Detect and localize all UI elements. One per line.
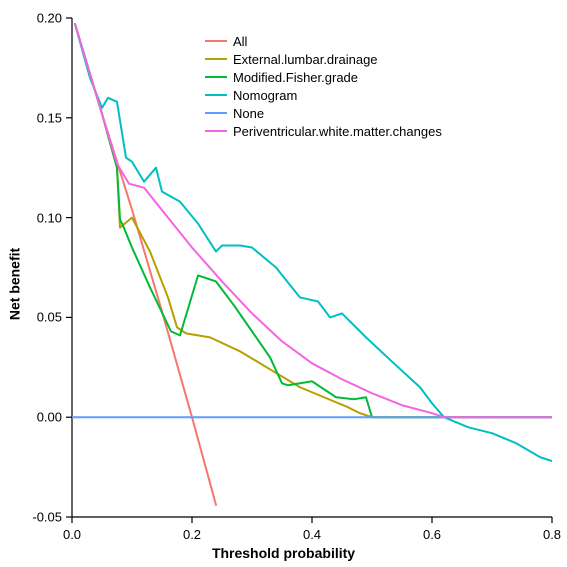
legend-item: None — [205, 104, 442, 122]
legend-label: Periventricular.white.matter.changes — [233, 124, 442, 139]
legend-label: None — [233, 106, 264, 121]
legend: All External.lumbar.drainage Modified.Fish… — [205, 32, 442, 140]
legend-item: Nomogram — [205, 86, 442, 104]
x-tick-label: 0.4 — [303, 527, 321, 542]
legend-label: Nomogram — [233, 88, 297, 103]
legend-item: All — [205, 32, 442, 50]
legend-swatch — [205, 58, 227, 60]
y-tick-label: 0.05 — [37, 310, 62, 325]
x-tick-label: 0.8 — [543, 527, 561, 542]
legend-item: Modified.Fisher.grade — [205, 68, 442, 86]
x-tick-label: 0.2 — [183, 527, 201, 542]
x-tick-label: 0.6 — [423, 527, 441, 542]
y-tick-label: -0.05 — [32, 510, 62, 525]
y-axis-label: Net benefit — [7, 247, 23, 319]
legend-swatch — [205, 94, 227, 96]
y-tick-label: 0.10 — [37, 210, 62, 225]
legend-label: External.lumbar.drainage — [233, 52, 378, 67]
legend-item: External.lumbar.drainage — [205, 50, 442, 68]
x-axis-label: Threshold probability — [212, 545, 355, 561]
legend-swatch — [205, 130, 227, 132]
decision-curve-chart: Net benefit Threshold probability 0.0 0.2… — [0, 0, 567, 567]
y-tick-label: 0.20 — [37, 11, 62, 26]
legend-swatch — [205, 76, 227, 78]
y-tick-label: 0.00 — [37, 410, 62, 425]
x-tick-label: 0.0 — [63, 527, 81, 542]
legend-label: All — [233, 34, 247, 49]
legend-swatch — [205, 112, 227, 114]
legend-label: Modified.Fisher.grade — [233, 70, 358, 85]
legend-swatch — [205, 40, 227, 42]
legend-item: Periventricular.white.matter.changes — [205, 122, 442, 140]
y-tick-label: 0.15 — [37, 110, 62, 125]
